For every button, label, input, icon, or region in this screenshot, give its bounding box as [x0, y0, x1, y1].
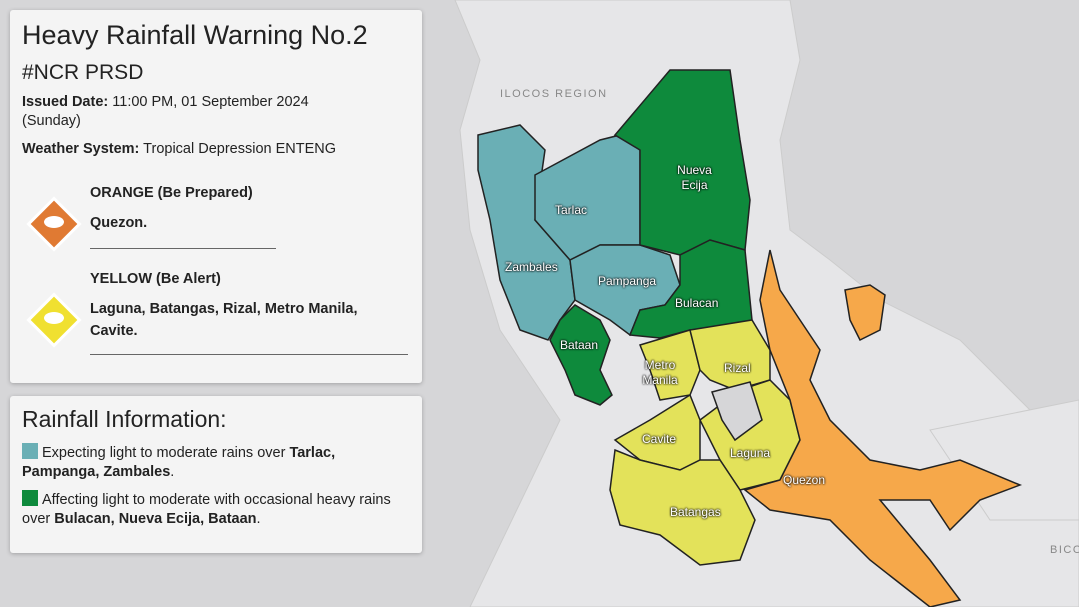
level-areas: Laguna, Batangas, Rizal, Metro Manila, C… — [90, 301, 358, 339]
separator — [90, 248, 276, 249]
rainfall-title: Rainfall Information: — [22, 406, 227, 432]
province-label: Cavite — [642, 432, 677, 446]
province-label: Bulacan — [675, 296, 719, 310]
rainfall-panel: Rainfall Information: Expecting light to… — [10, 396, 422, 553]
system: Weather System: Tropical Depression ENTE… — [22, 140, 410, 159]
item-areas: Tarlac, Pampanga, Zambales — [22, 445, 336, 480]
level-areas: Quezon. — [90, 215, 148, 231]
item-end: . — [170, 464, 175, 480]
item-areas: Bulacan, Nueva Ecija, Bataan — [54, 511, 257, 527]
hashtag: #NCR PRSD — [22, 61, 144, 84]
provinces — [477, 69, 1023, 607]
issued-value: 11:00 PM, 01 September 2024 (Sunday) — [22, 94, 309, 129]
orange-icon — [26, 196, 82, 252]
province-label: Nueva Ecija — [677, 163, 712, 192]
polillo — [844, 284, 886, 342]
level-name: YELLOW (Be Alert) — [90, 271, 221, 287]
province-label: Quezon — [783, 473, 826, 487]
issued-label: Issued Date: — [22, 94, 109, 110]
province-label: Laguna — [730, 446, 771, 460]
issued: Issued Date: 11:00 PM, 01 September 2024… — [22, 93, 362, 131]
swatch — [22, 490, 38, 506]
item-end: . — [256, 511, 261, 527]
province-label: Zambales — [505, 260, 558, 274]
quezon — [743, 249, 1023, 607]
province-label: Batangas — [670, 505, 721, 519]
province-label: Pampanga — [598, 274, 657, 288]
rainfall-item: Expecting light to moderate rains over T… — [22, 443, 410, 482]
rizal — [689, 319, 771, 391]
region-label: BICO — [1050, 544, 1079, 556]
swatch — [22, 443, 38, 459]
lake — [711, 381, 763, 442]
province-label: Bataan — [560, 338, 599, 352]
province-label: Metro Manila — [642, 358, 678, 387]
batangas — [609, 448, 756, 566]
warning-title: Heavy Rainfall Warning No.2 — [22, 20, 368, 50]
region-label: ILOCOS REGION — [500, 88, 608, 100]
item-text: Expecting light to moderate rains over — [42, 445, 290, 461]
yellow-icon — [26, 292, 82, 348]
item-text: Affecting light to moderate with occasio… — [22, 492, 391, 527]
system-label: Weather System: — [22, 141, 140, 157]
separator — [90, 354, 408, 355]
province-label: Rizal — [724, 361, 751, 375]
province-label: Tarlac — [555, 203, 588, 217]
bulacan — [628, 239, 753, 339]
warning-panel: Heavy Rainfall Warning No.2 #NCR PRSD Is… — [10, 10, 422, 383]
system-value: Tropical Depression ENTENG — [143, 141, 337, 157]
rainfall-item: Affecting light to moderate with occasio… — [22, 490, 410, 529]
level-name: ORANGE (Be Prepared) — [90, 185, 253, 201]
bataan — [549, 304, 613, 406]
